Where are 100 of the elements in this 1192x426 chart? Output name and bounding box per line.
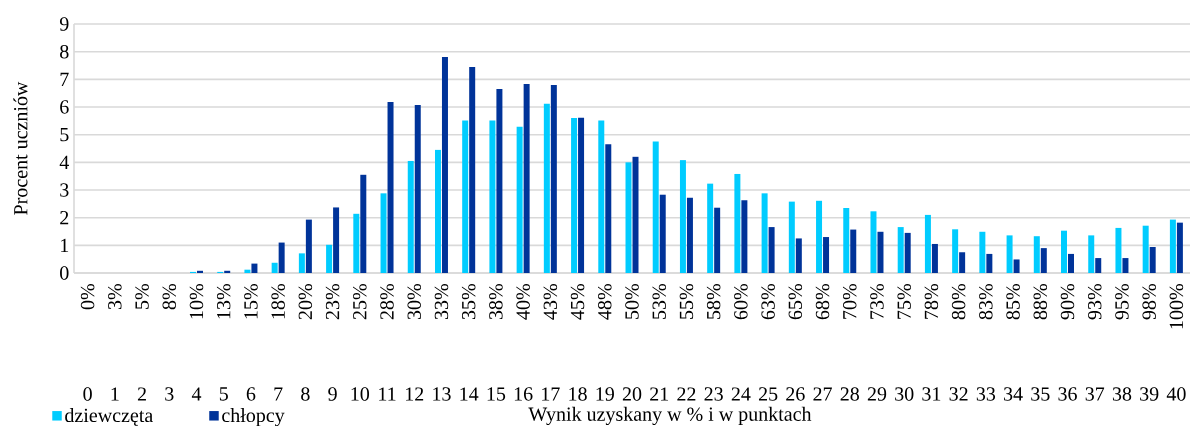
x-tick-label: 28%	[380, 284, 394, 320]
bar	[550, 84, 557, 273]
bar	[387, 102, 394, 273]
x-tick-label: 0%	[80, 284, 95, 310]
text: 20	[622, 387, 642, 401]
bar	[1088, 235, 1095, 273]
bar	[462, 120, 469, 273]
text: 6	[246, 387, 256, 401]
text: 40	[1166, 387, 1186, 401]
bar	[714, 207, 721, 273]
y-tick-label: 8	[60, 44, 69, 59]
text: 11	[379, 387, 396, 401]
text: 4	[191, 387, 202, 401]
x-tick-label: 30%	[407, 284, 422, 320]
bar	[850, 229, 857, 273]
x-tick-label: 20%	[298, 284, 313, 320]
x-tick-label: 95%	[1115, 284, 1129, 320]
text: 14	[460, 387, 479, 401]
text: 13	[433, 387, 451, 401]
text: 18	[569, 387, 587, 401]
bar	[1176, 222, 1183, 273]
bar	[924, 214, 931, 273]
x-tick-label: 38%	[489, 284, 503, 320]
y-tick-label: 1	[61, 238, 69, 252]
x-tick-label: 98%	[1142, 284, 1156, 320]
bar	[652, 141, 659, 273]
bar	[414, 105, 421, 273]
x-tick-label: 35%	[461, 284, 476, 320]
bar	[823, 237, 830, 273]
y-tick-label: 2	[60, 211, 69, 225]
bar	[353, 213, 360, 273]
text: 15	[487, 387, 506, 401]
text: 21	[650, 387, 669, 401]
bar	[496, 89, 503, 273]
x-tick-label: 40%	[516, 284, 530, 320]
bar	[1115, 227, 1122, 273]
y-tick-label: 9	[59, 17, 69, 31]
bar	[196, 270, 203, 273]
y-tick-label: 4	[59, 155, 69, 169]
x-tick-label: 93%	[1087, 284, 1102, 320]
x-tick-label: 65%	[788, 284, 803, 320]
x-tick-label: 18%	[271, 284, 285, 319]
text: 5	[219, 387, 228, 401]
text: 16	[514, 387, 533, 401]
x-tick-label: 13%	[216, 284, 231, 319]
text: 38	[1112, 387, 1132, 401]
bar	[271, 262, 278, 273]
text: 27	[813, 387, 832, 401]
bar	[489, 120, 496, 273]
bar	[741, 200, 748, 273]
x-tick-label: 10%	[189, 284, 204, 319]
bar	[979, 231, 986, 273]
x-tick-label: 83%	[979, 284, 993, 320]
x-tick-label: 43%	[543, 284, 558, 320]
y-tick-label: 3	[60, 183, 69, 197]
x-tick-label: 73%	[870, 284, 884, 319]
bar	[734, 173, 741, 273]
x-tick-label: 85%	[1006, 284, 1020, 320]
y-tick-label: 7	[60, 72, 69, 86]
bar	[298, 253, 305, 273]
x-tick-label: 45%	[570, 284, 585, 320]
bar	[1006, 235, 1013, 273]
bar	[516, 126, 523, 273]
text: 33	[976, 387, 996, 401]
text: 29	[867, 387, 887, 401]
bar	[571, 118, 578, 273]
bar	[904, 232, 911, 273]
x-tick-label: 5%	[135, 284, 149, 309]
bar	[605, 144, 612, 273]
bar	[877, 231, 884, 273]
bar	[244, 269, 251, 273]
text: 35	[1031, 387, 1050, 401]
text: 7	[274, 387, 283, 401]
x-tick-label: 100%	[1169, 284, 1184, 329]
text: 17	[542, 387, 560, 401]
x-tick-label: 50%	[625, 284, 639, 319]
bar	[333, 207, 340, 273]
bar	[959, 252, 966, 273]
x-tick-label: 55%	[679, 284, 694, 319]
bar	[686, 197, 693, 273]
text: 30	[895, 387, 914, 401]
bar	[407, 160, 414, 273]
text: 0	[83, 387, 92, 401]
x-tick-label: 25%	[353, 284, 367, 320]
bar	[1149, 247, 1156, 273]
bar	[224, 270, 231, 273]
bar	[816, 200, 823, 273]
x-tick-label: 23%	[325, 284, 340, 320]
text: 12	[406, 387, 424, 401]
text: 19	[596, 387, 614, 401]
bar	[795, 238, 802, 273]
bar	[768, 227, 775, 273]
bar	[360, 174, 367, 273]
x-tick-label: 8%	[162, 284, 177, 310]
bar	[523, 84, 530, 273]
x-tick-label: 58%	[706, 284, 721, 319]
bar	[1013, 259, 1020, 273]
bar	[578, 117, 585, 273]
bar	[305, 219, 312, 273]
bar	[543, 103, 550, 273]
